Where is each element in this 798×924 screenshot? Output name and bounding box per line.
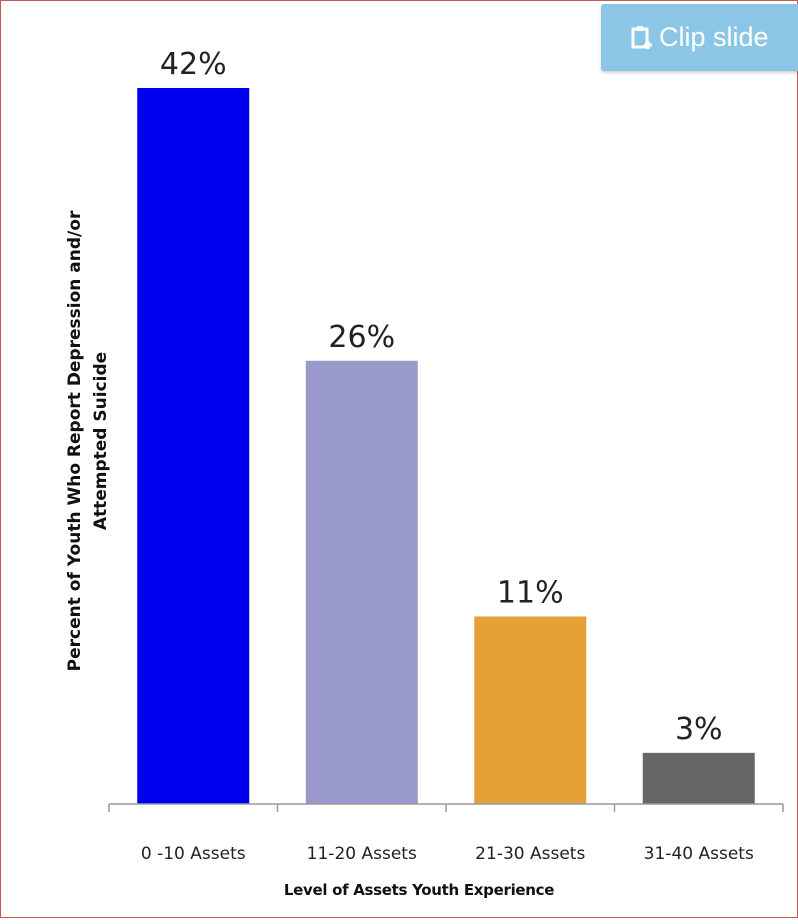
bar-value-label: 3% (675, 712, 723, 747)
bar (474, 616, 587, 804)
bar (305, 360, 418, 804)
bar-value-label: 11% (497, 575, 564, 610)
x-tick-label: 31-40 Assets (644, 844, 754, 864)
x-tick-label: 21-30 Assets (475, 844, 585, 864)
bar (642, 752, 755, 804)
x-tick-label: 11-20 Assets (307, 844, 417, 864)
clipboard-icon (631, 25, 653, 51)
bar-value-label: 42% (160, 47, 227, 82)
bar-value-label: 26% (328, 320, 395, 355)
x-tick-label: 0 -10 Assets (141, 844, 246, 864)
bar (137, 88, 250, 804)
clip-slide-button[interactable]: Clip slide (601, 4, 798, 71)
clip-slide-label: Clip slide (659, 22, 769, 52)
x-axis-title: Level of Assets Youth Experience (283, 881, 555, 899)
